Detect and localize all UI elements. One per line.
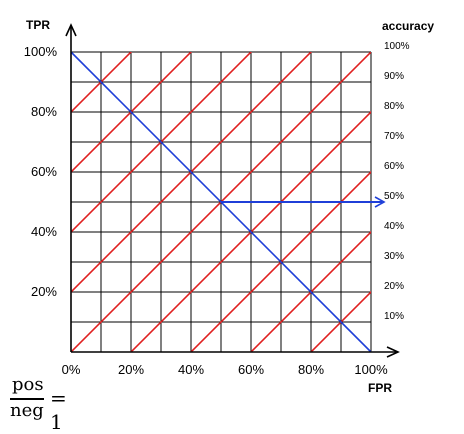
accuracy-tick-label: 40% bbox=[384, 221, 404, 232]
formula-numerator: pos bbox=[12, 374, 44, 395]
y-axis-title: TPR bbox=[26, 18, 50, 32]
accuracy-arrow bbox=[221, 196, 386, 208]
x-tick-label: 60% bbox=[238, 362, 264, 377]
axes bbox=[65, 23, 400, 358]
formula: pos neg = 1 bbox=[10, 374, 80, 434]
x-tick-label: 0% bbox=[62, 362, 81, 377]
x-tick-label: 20% bbox=[118, 362, 144, 377]
accuracy-tick-label: 20% bbox=[384, 281, 404, 292]
x-axis-arrowhead bbox=[386, 346, 400, 358]
accuracy-tick-label: 10% bbox=[384, 311, 404, 322]
y-tick-label: 60% bbox=[31, 164, 57, 179]
x-tick-label: 100% bbox=[354, 362, 388, 377]
tick-labels: TPR FPR accuracy 0% 20% 40% 60% 80% 100% 20% 40… bbox=[24, 18, 435, 395]
accuracy-tick-label: 70% bbox=[384, 131, 404, 142]
accuracy-arrow-head bbox=[374, 196, 386, 208]
x-tick-label: 40% bbox=[178, 362, 204, 377]
accuracy-tick-label: 60% bbox=[384, 161, 404, 172]
accuracy-tick-label: 90% bbox=[384, 71, 404, 82]
y-tick-label: 100% bbox=[24, 44, 58, 59]
fraction-bar bbox=[10, 398, 44, 400]
y-tick-label: 20% bbox=[31, 284, 57, 299]
y-tick-label: 40% bbox=[31, 224, 57, 239]
accuracy-tick-label: 100% bbox=[384, 41, 410, 52]
accuracy-axis-title: accuracy bbox=[382, 19, 434, 33]
formula-denominator: neg bbox=[10, 400, 44, 421]
accuracy-tick-label: 30% bbox=[384, 251, 404, 262]
accuracy-tick-label: 80% bbox=[384, 101, 404, 112]
y-tick-label: 80% bbox=[31, 104, 57, 119]
formula-rhs: = 1 bbox=[50, 386, 67, 434]
accuracy-isoline bbox=[71, 52, 73, 54]
accuracy-tick-label: 50% bbox=[384, 191, 404, 202]
x-axis-title: FPR bbox=[368, 381, 392, 395]
x-tick-label: 80% bbox=[298, 362, 324, 377]
y-axis-arrowhead bbox=[65, 23, 77, 37]
